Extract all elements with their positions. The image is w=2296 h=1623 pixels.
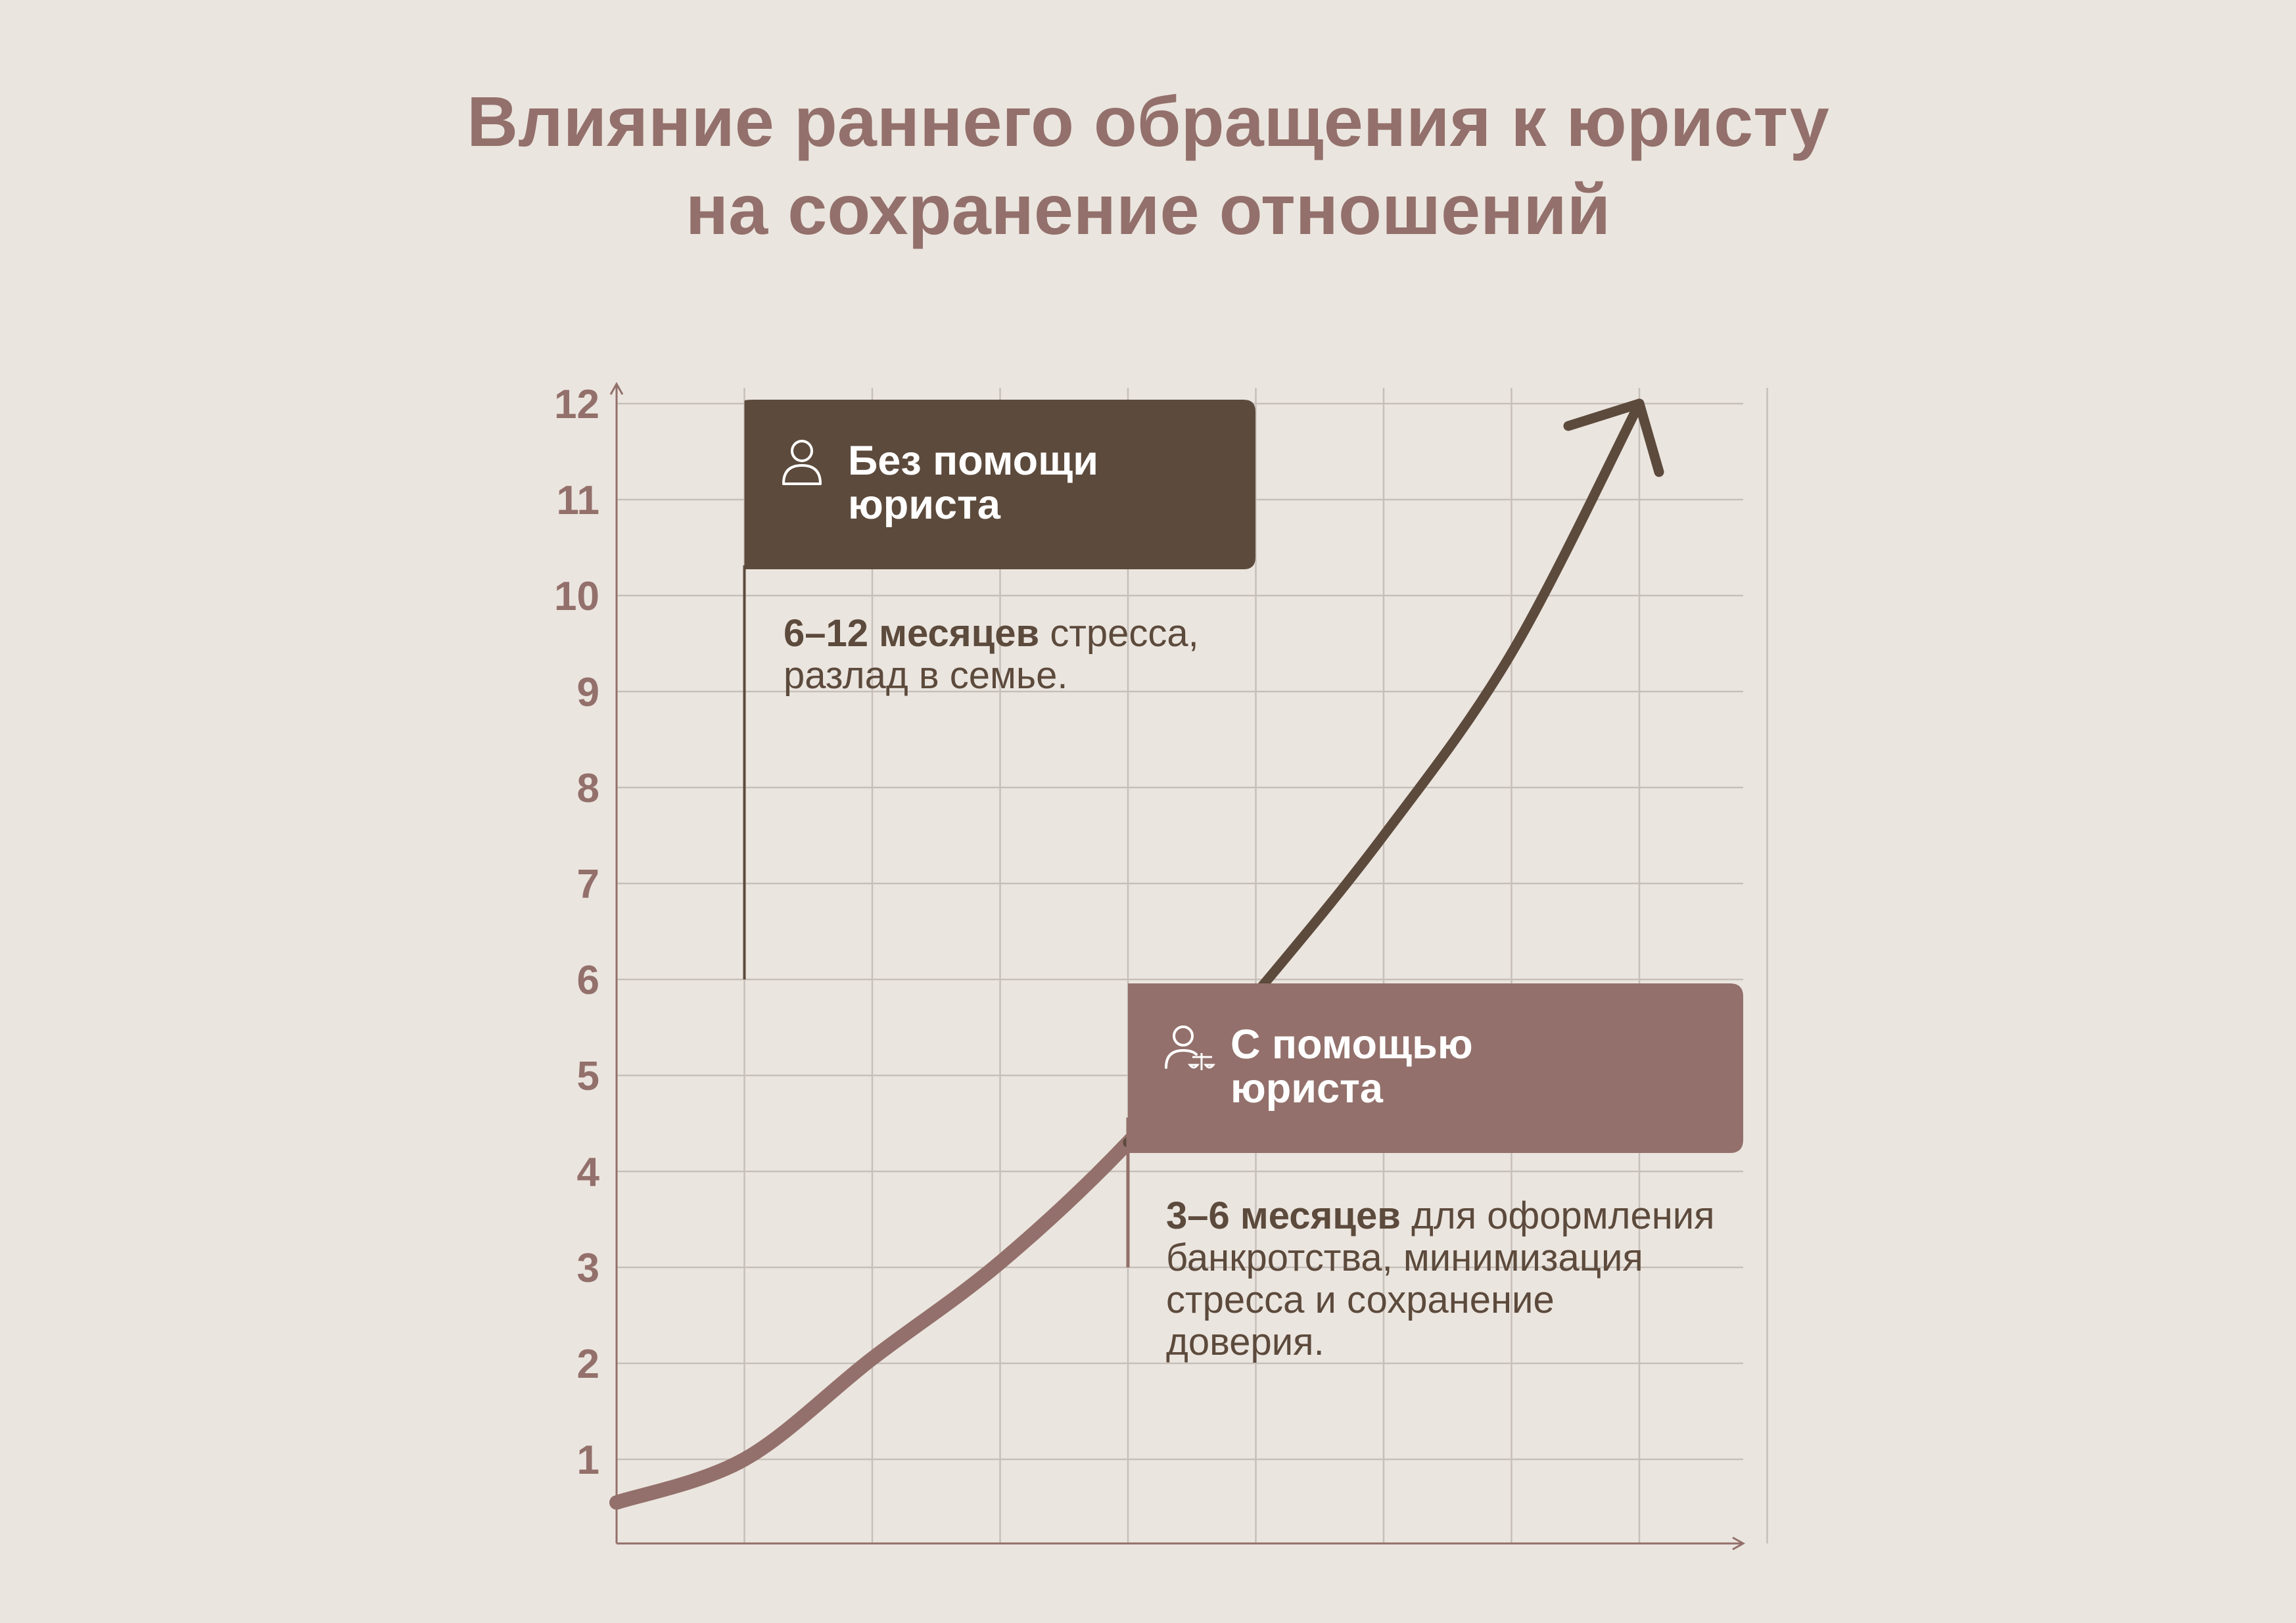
callout-without-lawyer-text: 6–12 месяцев стресса, разлад в семье. bbox=[784, 613, 1199, 697]
axes bbox=[609, 381, 1746, 1551]
y-tick-label: 2 bbox=[577, 1342, 599, 1387]
callout-with-lawyer-line-2: юриста bbox=[1230, 1066, 1383, 1112]
y-tick-label: 10 bbox=[554, 574, 599, 619]
y-tick-label: 5 bbox=[577, 1054, 599, 1099]
chart-title-line-1: Влияние раннего обращения к юристу bbox=[467, 82, 1829, 161]
person-icon-head bbox=[791, 440, 813, 462]
callout-with-lawyer-duration: 3–6 месяцев bbox=[1166, 1194, 1401, 1237]
callout-without-lawyer-text-line-1: 6–12 месяцев стресса, bbox=[784, 613, 1199, 655]
y-tick-label: 4 bbox=[577, 1150, 600, 1195]
person-icon bbox=[782, 440, 822, 485]
person-icon-body bbox=[782, 464, 822, 485]
callout-with-lawyer-text-line-2: банкротства, минимизация bbox=[1166, 1236, 1643, 1279]
y-tick-label: 3 bbox=[577, 1246, 599, 1291]
lawyer-icon-head bbox=[1173, 1025, 1194, 1047]
callout-with-lawyer-text-line-3: стресса и сохранение bbox=[1166, 1279, 1555, 1321]
callout-with-lawyer-box bbox=[1128, 983, 1743, 1153]
y-tick-label: 7 bbox=[577, 862, 599, 907]
y-tick-label: 12 bbox=[554, 382, 599, 427]
callout-without-lawyer-line-1: Без помощи bbox=[848, 438, 1098, 484]
callout-without-lawyer-text-rest: стресса, bbox=[1039, 612, 1199, 655]
y-tick-label: 6 bbox=[577, 958, 599, 1003]
callout-with-lawyer-text-line-1: 3–6 месяцев для оформления bbox=[1166, 1195, 1715, 1237]
x-axis-arrow bbox=[1732, 1536, 1746, 1551]
curve-arrow-head bbox=[1563, 398, 1664, 477]
callout-with-lawyer-label: С помощью юриста bbox=[1230, 1023, 1473, 1111]
scales-pans bbox=[1187, 1064, 1216, 1069]
y-tick-label: 9 bbox=[577, 670, 599, 715]
callout-without-lawyer-label: Без помощи юриста bbox=[848, 439, 1098, 527]
callout-without-lawyer-text-line-2: разлад в семье. bbox=[784, 654, 1068, 697]
chart-title-line-2: на сохранение отношений bbox=[685, 170, 1611, 249]
callout-with-lawyer-text-rest: для оформления bbox=[1400, 1194, 1715, 1237]
callout-with-lawyer-text: 3–6 месяцев для оформления банкротства, … bbox=[1166, 1195, 1715, 1363]
callout-without-lawyer-line-2: юриста bbox=[848, 482, 1000, 528]
lawyer-icon-body bbox=[1165, 1048, 1198, 1069]
callout-with-lawyer-text-line-4: доверия. bbox=[1166, 1321, 1324, 1363]
callouts bbox=[743, 400, 1743, 1267]
callout-without-lawyer-duration: 6–12 месяцев bbox=[784, 612, 1040, 655]
chart-title: Влияние раннего обращения к юристу на со… bbox=[0, 78, 2296, 254]
lawyer-scales-icon bbox=[1165, 1025, 1216, 1070]
callout-without-lawyer-box bbox=[744, 400, 1255, 569]
y-axis-arrow bbox=[609, 381, 624, 395]
callout-with-lawyer-line-1: С помощью bbox=[1230, 1022, 1473, 1068]
y-tick-label: 11 bbox=[556, 478, 599, 523]
y-tick-label: 8 bbox=[577, 766, 599, 811]
y-tick-label: 1 bbox=[577, 1438, 599, 1483]
